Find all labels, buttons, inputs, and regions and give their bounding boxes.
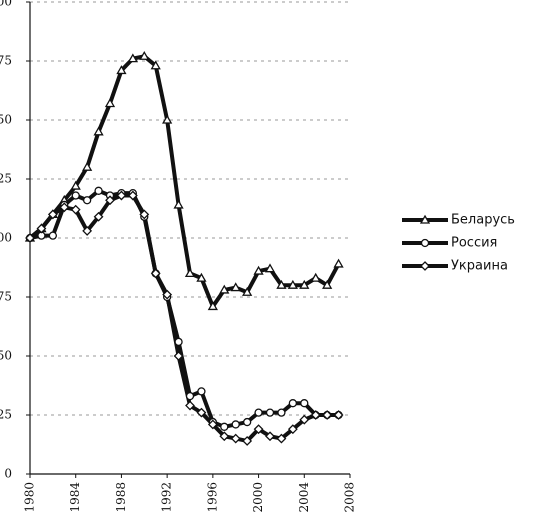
y-tick-label: 175 [0, 54, 12, 68]
marker [150, 60, 161, 70]
marker [25, 233, 35, 243]
marker [230, 282, 241, 292]
marker [288, 399, 298, 408]
marker [322, 410, 333, 420]
marker [196, 272, 207, 282]
marker [139, 209, 150, 220]
y-tick-label: 75 [0, 290, 12, 304]
marker [219, 431, 230, 442]
marker [287, 279, 298, 289]
marker [174, 337, 183, 346]
legend-label: Беларусь [451, 213, 515, 228]
marker [287, 424, 298, 435]
marker [230, 433, 241, 444]
x-tick-label: 1992 [160, 482, 174, 513]
marker [139, 50, 150, 60]
x-tick-label: 2000 [251, 482, 265, 513]
marker [116, 65, 127, 75]
marker [173, 351, 184, 361]
marker [70, 204, 81, 215]
marker [231, 420, 240, 429]
marker [264, 263, 276, 273]
x-tick-label: 1996 [205, 482, 219, 513]
marker [299, 279, 310, 289]
marker [82, 196, 92, 205]
marker [93, 211, 104, 222]
x-tick-label: 1988 [114, 482, 128, 513]
marker [173, 199, 184, 209]
marker [219, 284, 230, 294]
x-tick-label: 1984 [68, 482, 82, 513]
marker [253, 424, 264, 435]
marker [207, 301, 218, 311]
marker [47, 209, 58, 220]
marker [196, 407, 207, 418]
marker [185, 391, 195, 401]
marker [242, 417, 252, 427]
marker [162, 114, 173, 124]
marker [116, 190, 127, 201]
marker [254, 408, 263, 417]
marker [48, 231, 58, 240]
series-line [28, 193, 339, 443]
y-tick-label: 200 [0, 0, 12, 9]
marker [220, 422, 229, 431]
marker [322, 279, 333, 289]
y-tick-label: 50 [0, 349, 12, 363]
marker [333, 258, 344, 268]
marker [185, 400, 195, 411]
marker [310, 410, 321, 420]
marker [150, 268, 161, 279]
marker [419, 214, 431, 224]
marker [197, 387, 206, 396]
y-tick-label: 150 [0, 113, 12, 127]
x-tick-label: 1980 [23, 482, 37, 513]
marker [420, 238, 430, 248]
marker [82, 161, 93, 171]
marker [184, 268, 196, 278]
legend-label: Украина [451, 259, 508, 274]
marker [242, 436, 253, 446]
marker [242, 286, 253, 296]
marker [276, 433, 287, 444]
marker [94, 186, 103, 195]
marker [265, 431, 275, 442]
marker [276, 279, 287, 289]
y-tick-label: 100 [0, 231, 12, 245]
legend-label: Россия [451, 236, 497, 251]
marker [104, 98, 116, 108]
marker [253, 265, 264, 275]
marker [127, 190, 138, 201]
marker [300, 399, 309, 408]
series-line [28, 54, 341, 309]
marker [71, 191, 80, 200]
marker [82, 226, 93, 236]
marker [265, 408, 275, 417]
y-tick-label: 25 [0, 408, 12, 422]
marker [59, 202, 70, 213]
marker [299, 414, 310, 425]
marker [93, 126, 104, 136]
marker [310, 272, 321, 282]
series-line [29, 188, 339, 429]
marker [162, 289, 173, 300]
x-tick-label: 2004 [297, 482, 311, 513]
marker [420, 261, 430, 271]
marker [277, 408, 286, 417]
x-tick-label: 2008 [343, 482, 357, 513]
marker [333, 410, 344, 420]
marker [70, 180, 81, 190]
marker [36, 223, 47, 234]
marker [207, 419, 218, 430]
y-tick-label: 0 [4, 467, 12, 481]
marker [127, 53, 138, 63]
y-tick-label: 125 [0, 172, 12, 186]
marker [105, 195, 115, 206]
